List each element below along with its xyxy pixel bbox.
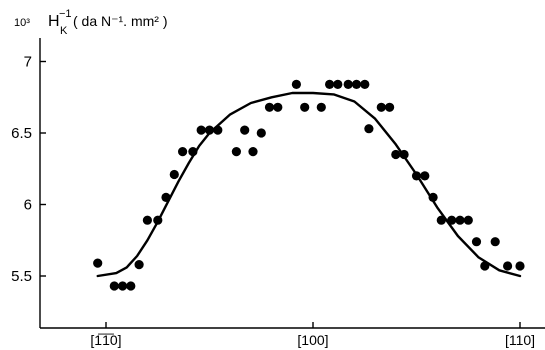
y-tick-label: 7 [24,54,32,71]
data-point [447,215,457,225]
y-axis-label-symbol: H [48,13,60,30]
data-point [436,215,446,225]
data-point [126,281,136,291]
y-axis-label-subscript: K [60,25,68,37]
x-axis-ticks: [1̅1̅0] [100] [110] [90,322,535,348]
y-tick-label: 6 [24,197,32,214]
data-point [515,261,525,271]
data-point [256,128,266,138]
data-point [399,149,409,160]
data-point [420,171,430,181]
y-axis-ticks: 5.5 6 6.5 7 [11,54,46,285]
data-point [204,125,215,135]
data-point [463,215,473,225]
data-point [351,79,362,89]
data-point [273,102,283,112]
y-axis-multiplier: 10³ [14,17,30,29]
data-point [264,102,275,112]
data-point [240,125,250,135]
data-point [153,215,163,225]
data-point [142,215,152,225]
y-tick-label: 6.5 [11,125,32,142]
data-point [316,102,326,112]
x-tick-label: [100] [297,332,328,348]
data-point [471,237,482,247]
data-point [109,281,119,291]
data-point [360,79,370,89]
data-point [178,147,188,157]
x-tick-label: [1̅1̅0] [90,332,121,348]
fit-curve [96,91,522,278]
data-point [480,261,490,271]
data-point [376,102,386,112]
y-axis-label-superscript: −1 [59,8,72,20]
data-point [248,147,258,157]
data-point [93,258,103,268]
y-axis-label: H −1 K ( da N⁻¹. mm² ) [48,8,168,37]
data-point [385,102,395,112]
data-point [391,149,401,160]
data-point [364,124,374,134]
x-tick-label: [110] [505,332,535,348]
data-point [411,171,422,181]
data-point [134,260,144,270]
data-point [490,237,500,247]
data-point [300,102,310,112]
data-point [333,79,343,89]
y-axis-label-units: ( da N⁻¹. mm² ) [73,13,168,29]
data-point [455,215,465,225]
data-point [196,125,206,135]
data-point [118,281,128,291]
data-point [343,79,353,89]
data-point [231,147,241,157]
axes [39,38,545,329]
data-point [428,192,438,202]
data-points [93,79,525,291]
y-tick-label: 5.5 [11,268,32,285]
data-point [213,125,223,135]
data-point [503,261,513,271]
data-point [325,79,335,89]
data-point [161,192,171,202]
data-point [169,169,179,180]
data-point [188,147,198,157]
data-point [291,79,301,89]
